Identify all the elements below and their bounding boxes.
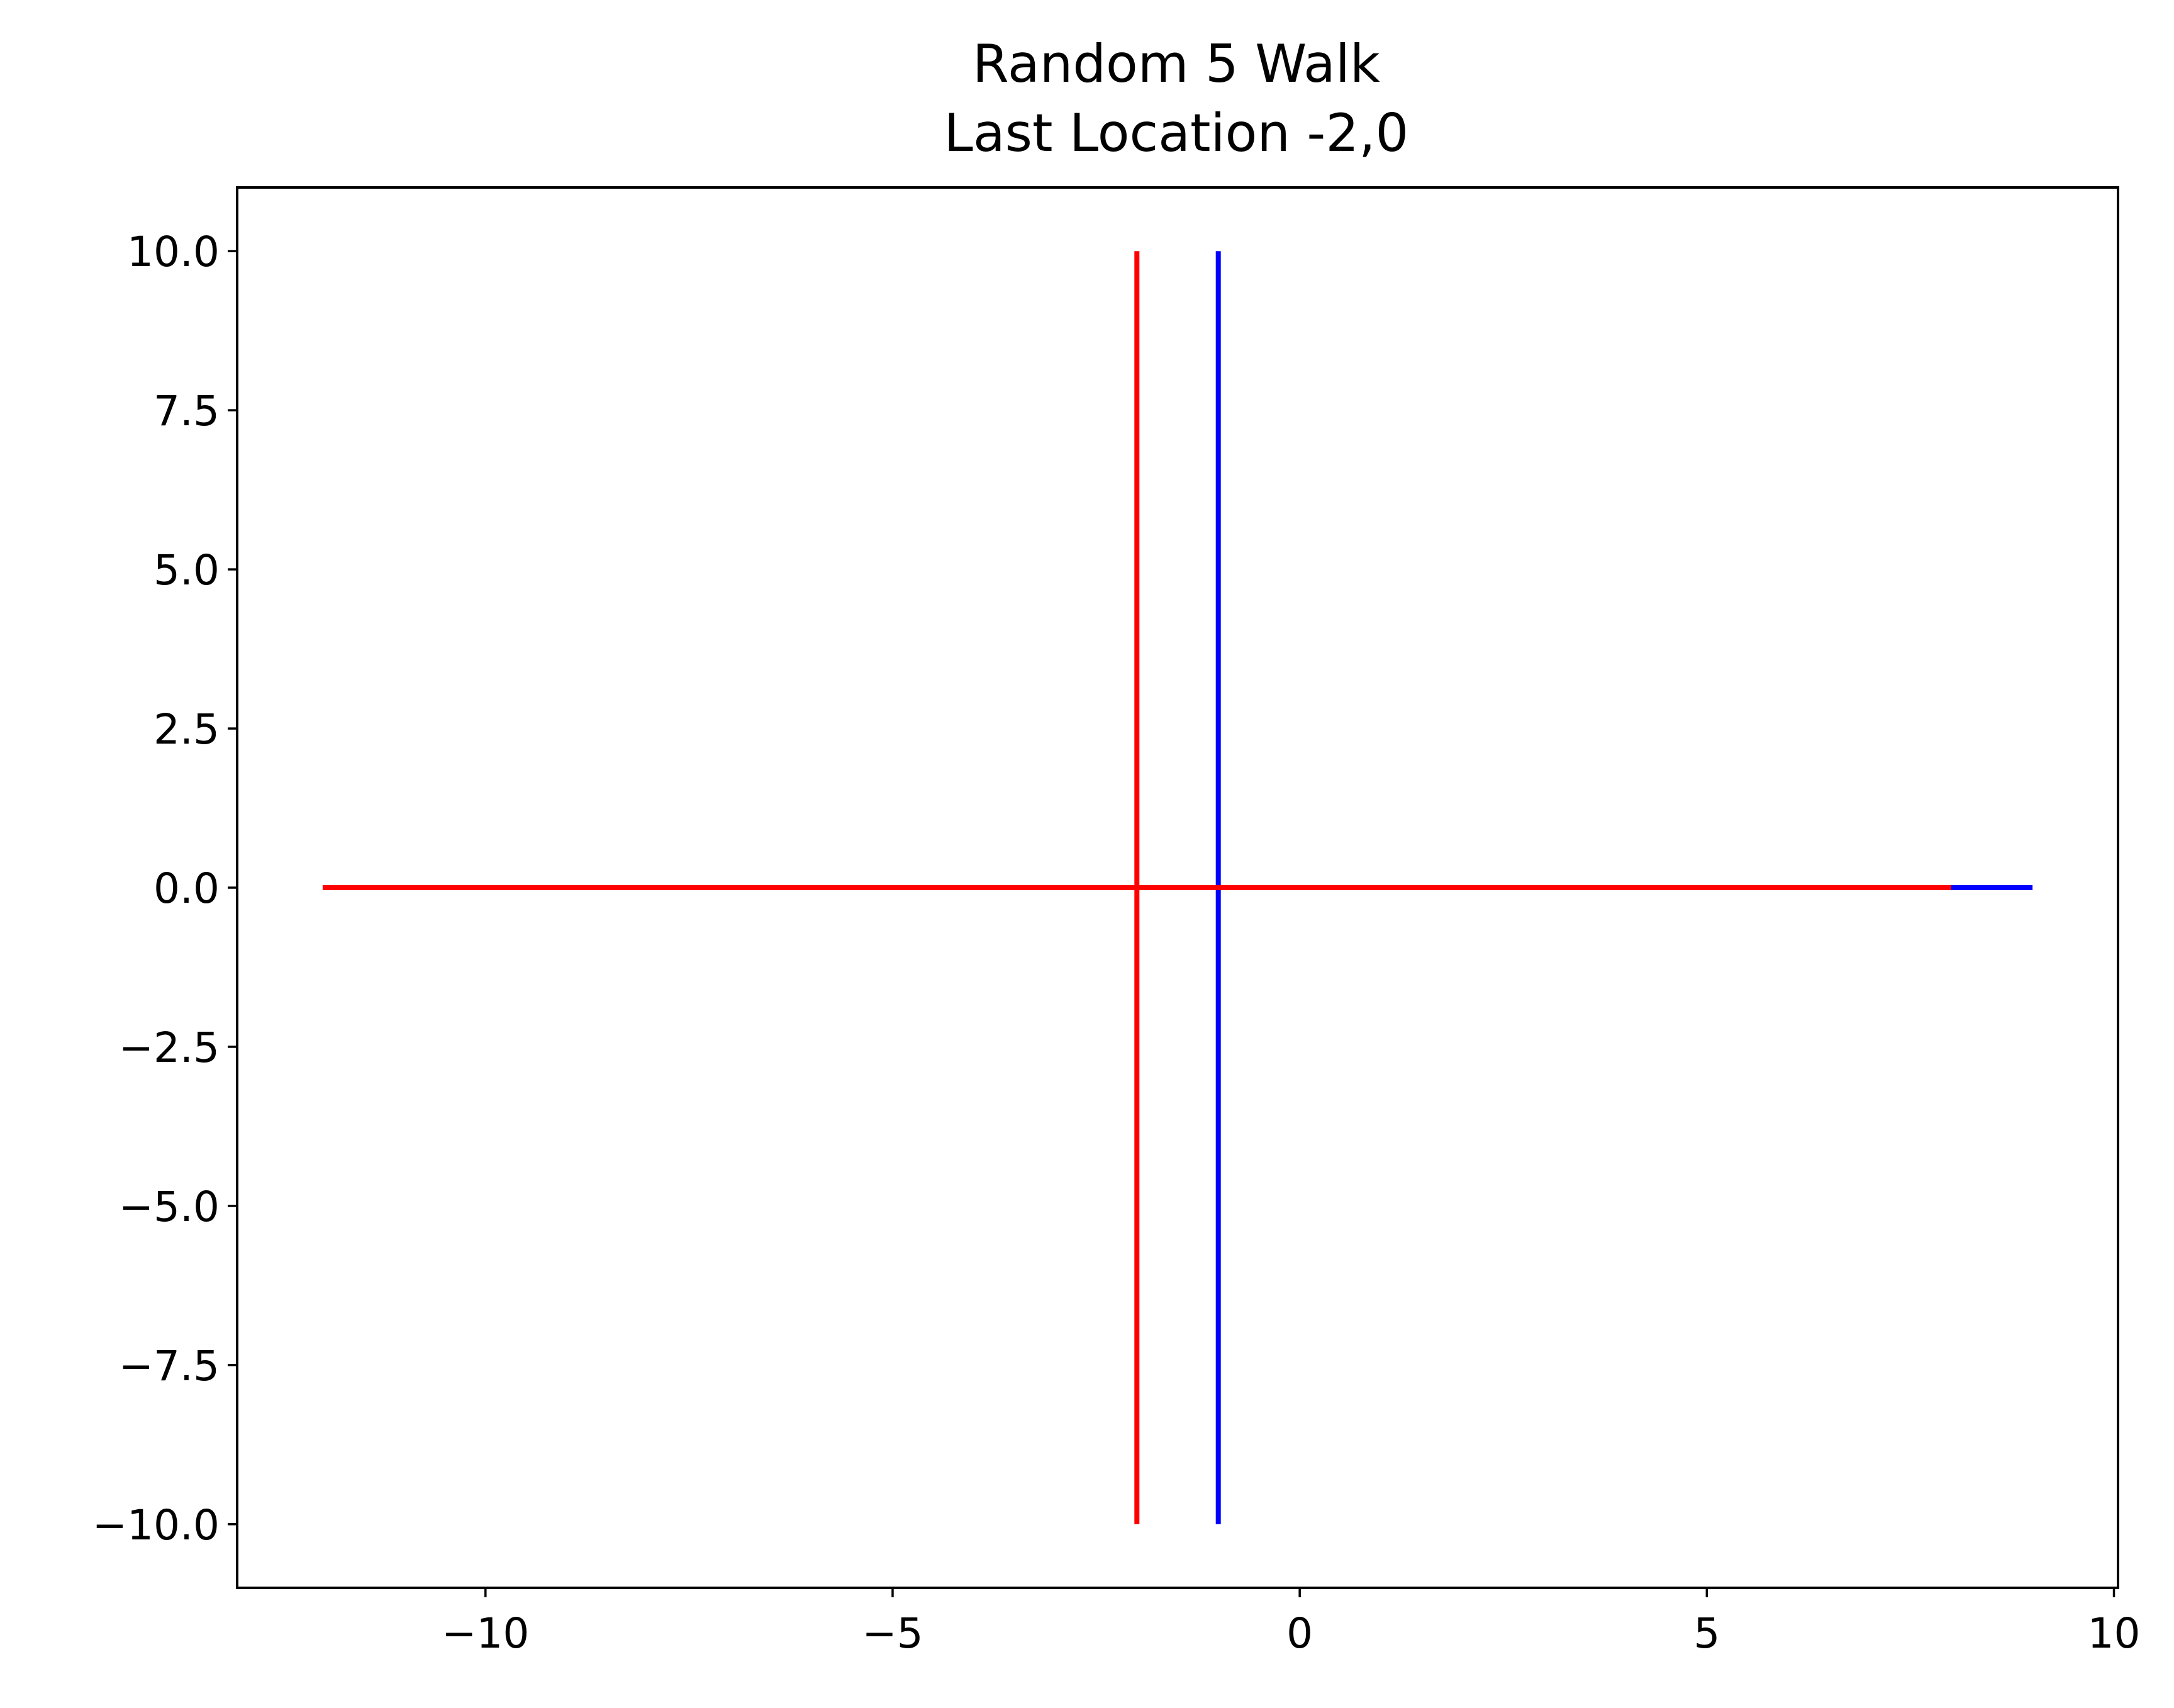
x-tick-label: 0 [1286,1609,1313,1658]
x-tick-label: −5 [862,1609,923,1658]
x-tick-label: −10 [442,1609,529,1658]
y-tick-label: −7.5 [119,1342,220,1390]
y-tick-label: 0.0 [153,864,220,913]
y-tick-label: 10.0 [127,228,220,276]
y-axis: 10.0 7.5 5.0 2.5 0.0 −2.5 −5.0 −7.5 −10.0 [92,228,237,1549]
y-tick-label: 5.0 [153,546,220,594]
x-axis: −10 −5 0 5 10 [442,1588,2141,1658]
chart-title-line-1: Random 5 Walk [973,33,1380,94]
series-layer [322,251,2033,1524]
y-tick-label: −2.5 [119,1024,220,1072]
y-tick-label: −10.0 [92,1501,220,1549]
y-tick-label: 7.5 [153,387,220,435]
x-tick-label: 10 [2088,1609,2141,1658]
chart-title-line-2: Last Location -2,0 [944,103,1409,164]
y-tick-label: −5.0 [119,1183,220,1231]
x-tick-label: 5 [1693,1609,1720,1658]
y-tick-label: 2.5 [153,705,220,754]
